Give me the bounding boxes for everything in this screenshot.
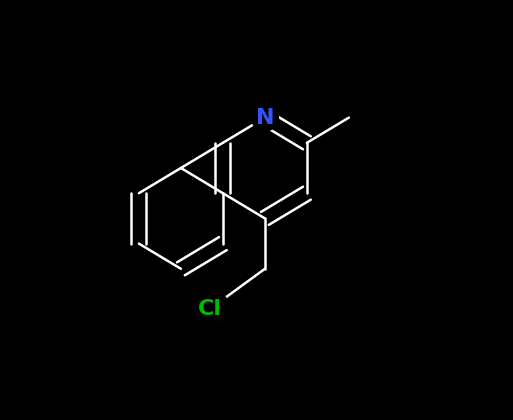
Text: N: N [255,108,274,128]
Circle shape [251,104,279,131]
Text: Cl: Cl [199,299,222,319]
Circle shape [191,290,229,328]
